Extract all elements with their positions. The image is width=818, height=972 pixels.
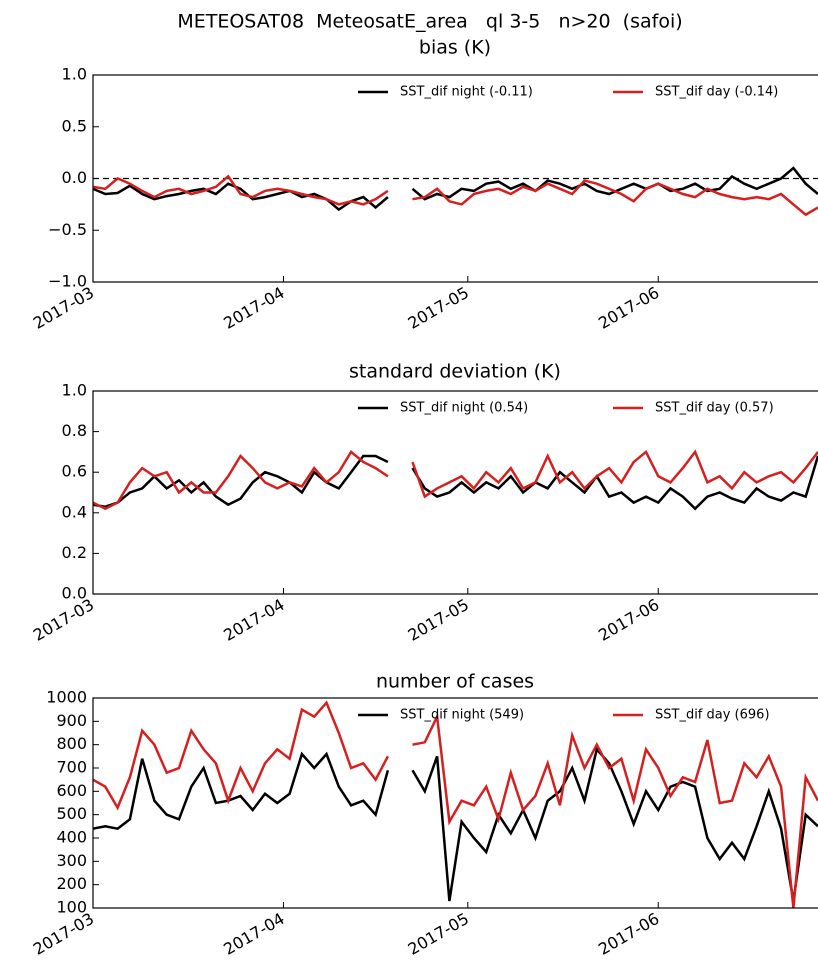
- y-tick-label: 100: [56, 898, 87, 917]
- subplot-title: bias (K): [419, 37, 491, 59]
- y-tick-label: 200: [56, 874, 87, 893]
- x-tick-label: 2017-04: [220, 283, 287, 333]
- y-tick-label: 0.0: [62, 168, 87, 187]
- x-tick-label: 2017-05: [405, 595, 472, 645]
- subplot-title: number of cases: [376, 671, 534, 693]
- y-tick-label: 400: [56, 828, 87, 847]
- y-tick-label: −0.5: [48, 220, 87, 239]
- y-tick-label: 0.0: [62, 584, 87, 603]
- x-tick-label: 2017-04: [220, 595, 287, 645]
- y-tick-label: 0.6: [62, 462, 87, 481]
- y-tick-label: 1.0: [62, 381, 87, 400]
- legend-label: SST_dif night (0.54): [400, 401, 528, 416]
- y-tick-label: 0.4: [62, 502, 87, 521]
- legend-label: SST_dif day (-0.14): [655, 85, 778, 100]
- series-line: [93, 174, 818, 217]
- y-tick-label: 1.0: [62, 65, 87, 84]
- y-tick-label: 600: [56, 781, 87, 800]
- y-tick-label: 1000: [46, 688, 87, 707]
- x-tick-label: 2017-05: [405, 909, 472, 959]
- series-line: [93, 700, 818, 908]
- series-line: [93, 449, 818, 511]
- x-tick-label: 2017-06: [595, 595, 662, 645]
- y-tick-label: 900: [56, 711, 87, 730]
- plot-frame: [92, 74, 818, 283]
- x-tick-label: 2017-06: [595, 909, 662, 959]
- plot-frame: [92, 390, 818, 595]
- series-line: [93, 746, 818, 902]
- y-tick-label: 800: [56, 734, 87, 753]
- legend-label: SST_dif day (696): [655, 708, 770, 723]
- legend-label: SST_dif night (549): [400, 708, 524, 723]
- subplot: number of cases 100 200 300 400 500 600 700 800 9…: [30, 671, 818, 959]
- subplot: standard deviation (K) 0.0 0.2 0.4 0.6 0.8 1.0…: [30, 361, 818, 645]
- y-tick-label: 700: [56, 758, 87, 777]
- series-line: [93, 454, 818, 511]
- x-tick-label: 2017-05: [405, 283, 472, 333]
- plot-frame: [92, 697, 818, 909]
- y-tick-label: 0.8: [62, 421, 87, 440]
- subplot-title: standard deviation (K): [349, 361, 561, 383]
- figure-title: METEOSAT08 MeteosatE_area ql 3-5 n>20 (s…: [177, 11, 682, 33]
- legend-label: SST_dif day (0.57): [655, 401, 774, 416]
- y-tick-label: −1.0: [48, 272, 87, 291]
- y-tick-label: 500: [56, 804, 87, 823]
- y-tick-label: 0.5: [62, 116, 87, 135]
- x-tick-label: 2017-04: [220, 909, 287, 959]
- y-tick-label: 300: [56, 851, 87, 870]
- y-tick-label: 0.2: [62, 543, 87, 562]
- legend-label: SST_dif night (-0.11): [400, 85, 533, 100]
- x-tick-label: 2017-06: [595, 283, 662, 333]
